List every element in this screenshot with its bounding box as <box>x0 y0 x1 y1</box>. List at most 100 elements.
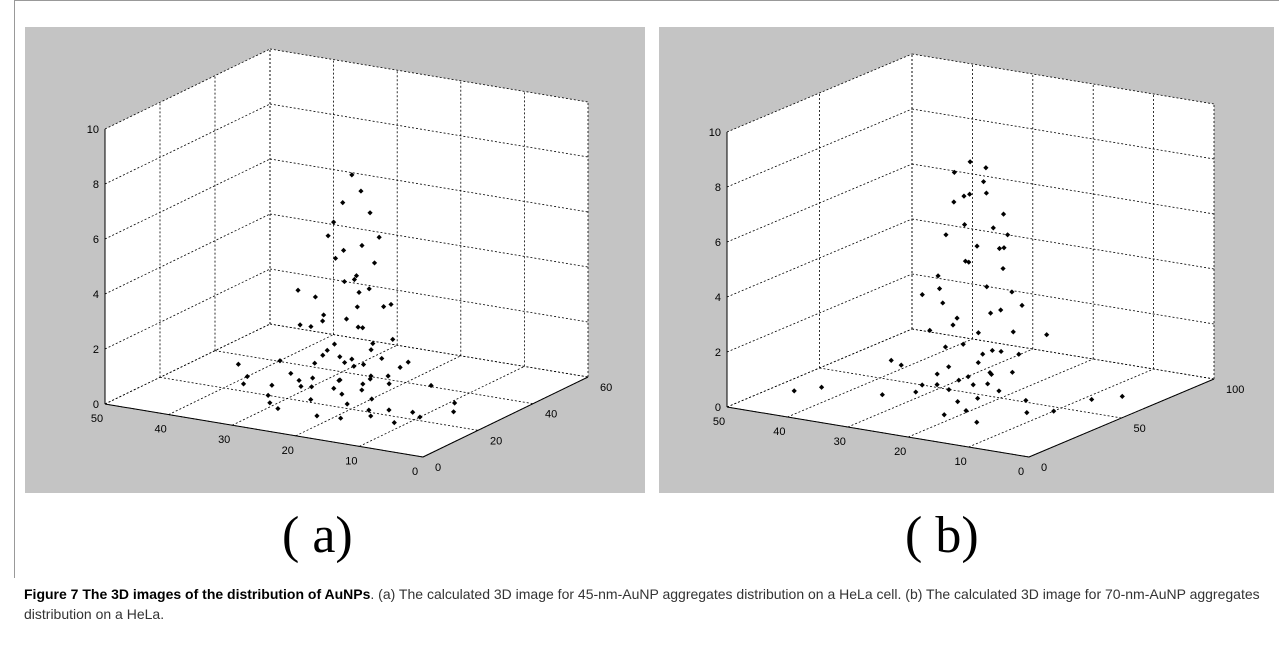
y-tick-label: 0 <box>435 462 441 474</box>
data-point <box>975 359 981 366</box>
data-point <box>946 386 952 393</box>
data-point <box>296 377 302 384</box>
data-point <box>349 356 355 362</box>
data-point <box>998 348 1004 355</box>
data-point <box>998 307 1004 313</box>
grid-floor-x <box>359 366 525 447</box>
grid-wall-z <box>269 268 589 323</box>
data-point <box>942 344 949 350</box>
chart-panel-b: 0 10 20 30 40 50 0 50 100 0 2 4 6 8 10 <box>659 27 1274 493</box>
data-point <box>325 233 331 239</box>
x-tick-label: 20 <box>894 446 906 458</box>
data-point <box>943 232 949 238</box>
data-point <box>936 286 943 292</box>
data-point <box>235 361 241 367</box>
grid-wall-z <box>104 323 271 405</box>
data-point <box>975 330 981 336</box>
x-axis-line <box>726 406 1030 458</box>
data-point <box>941 412 947 418</box>
data-point <box>951 199 957 205</box>
z-tick-label: 2 <box>93 344 99 356</box>
data-point <box>368 347 374 353</box>
figure-frame-top <box>14 0 1279 1</box>
data-point <box>358 188 364 194</box>
data-point <box>351 363 357 369</box>
grid-wall-z <box>726 108 913 188</box>
data-point <box>1016 351 1022 357</box>
grid-wall-z <box>911 273 1215 325</box>
data-point <box>240 381 247 387</box>
data-point <box>379 355 385 362</box>
z-tick-label: 10 <box>709 127 721 139</box>
data-point <box>265 392 271 398</box>
grid-wall-z <box>269 103 589 158</box>
grid-wall-z <box>104 48 271 130</box>
data-point <box>342 359 348 366</box>
grid-wall-z <box>911 108 1215 160</box>
y-axis-line <box>422 376 589 458</box>
x-tick-label: 10 <box>954 456 966 468</box>
data-point <box>1023 397 1029 404</box>
data-point <box>898 362 904 368</box>
data-point <box>919 292 925 298</box>
data-point <box>341 278 348 285</box>
z-tick-label: 6 <box>93 234 99 246</box>
y-axis-line <box>1028 378 1215 458</box>
data-point <box>244 373 250 380</box>
grid-wall-z <box>269 158 589 213</box>
grid-wall-z <box>726 328 913 408</box>
data-point <box>288 370 294 377</box>
data-point <box>359 387 365 393</box>
grid-floor-x <box>295 355 461 437</box>
x-tick-label: 40 <box>773 426 785 438</box>
data-point <box>961 193 967 199</box>
data-point <box>267 400 273 406</box>
data-point <box>946 364 952 370</box>
z-tick-label: 8 <box>93 179 99 191</box>
data-point <box>391 419 397 426</box>
data-point <box>984 284 990 290</box>
data-point <box>955 399 961 405</box>
data-point <box>388 301 394 308</box>
data-point <box>967 191 973 197</box>
data-point <box>369 396 375 402</box>
data-point <box>295 287 301 293</box>
data-point <box>359 242 365 249</box>
data-point <box>1024 410 1030 416</box>
data-point <box>381 304 387 310</box>
data-point <box>974 243 980 249</box>
chart-b-svg: 0 10 20 30 40 50 0 50 100 0 2 4 6 8 10 <box>709 53 1244 478</box>
grid-floor-x <box>232 344 398 426</box>
data-point <box>297 322 303 328</box>
z-tick-label: 10 <box>87 124 99 136</box>
data-point <box>1009 289 1015 295</box>
z-tick-label: 8 <box>715 182 721 194</box>
data-point <box>1005 232 1011 238</box>
data-point <box>312 360 318 366</box>
grid-wall-z <box>726 53 913 133</box>
data-point <box>983 190 989 196</box>
data-point <box>320 352 326 358</box>
data-point <box>331 219 337 225</box>
grid-floor-x <box>847 348 1033 428</box>
data-point <box>951 169 957 175</box>
data-point <box>888 357 894 363</box>
data-point <box>970 382 976 388</box>
data-point <box>368 413 374 419</box>
back-wall-left <box>105 49 270 404</box>
data-point <box>940 300 946 306</box>
data-point <box>1000 211 1007 217</box>
data-point <box>967 159 973 165</box>
x-tick-label: 30 <box>218 434 230 446</box>
data-point <box>950 322 956 328</box>
data-point <box>962 258 969 264</box>
figure-frame-left <box>14 0 15 578</box>
y-tick-label: 40 <box>545 409 557 421</box>
data-point <box>1044 332 1050 338</box>
z-tick-label: 4 <box>93 289 99 301</box>
data-point <box>818 384 825 390</box>
data-point <box>963 408 969 414</box>
panel-label-b: ( b) <box>905 507 979 564</box>
grid-floor-y <box>819 367 1122 419</box>
y-tick-label: 20 <box>490 435 502 447</box>
